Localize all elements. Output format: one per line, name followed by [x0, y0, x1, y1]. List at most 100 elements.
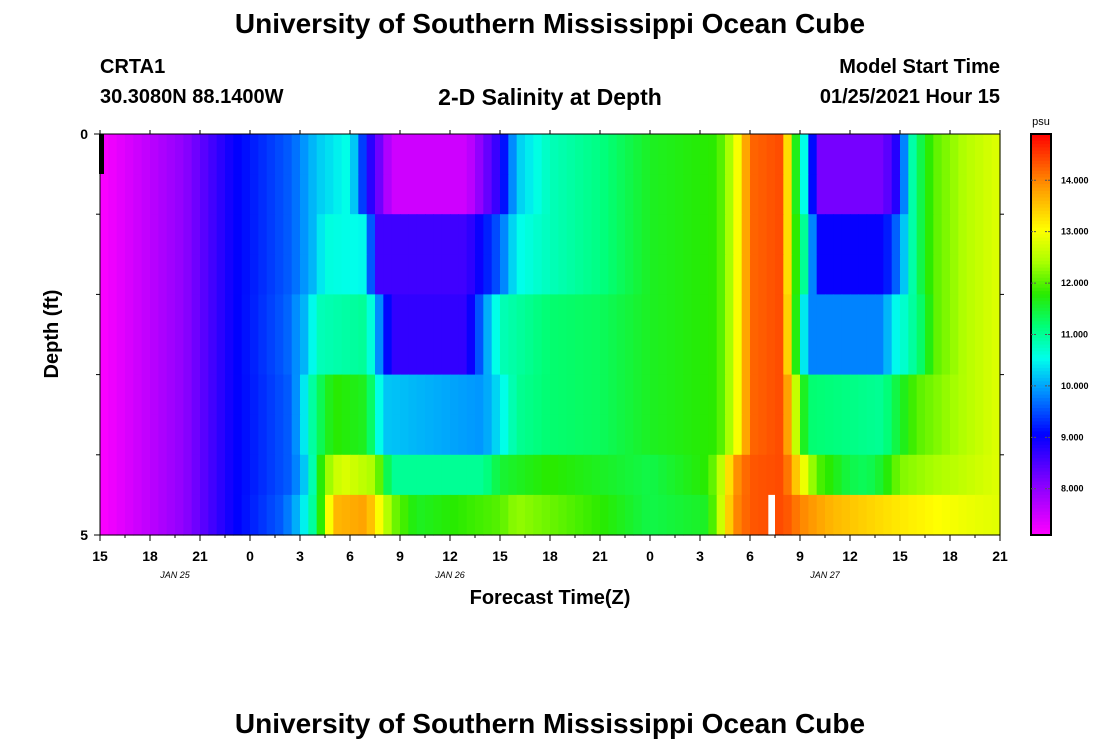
heatmap-cell: [350, 134, 359, 175]
heatmap-cell: [725, 174, 734, 215]
heatmap-cell: [375, 374, 384, 416]
heatmap-cell: [258, 254, 268, 295]
heatmap-cell: [875, 214, 884, 255]
x-tick-label: 0: [246, 548, 254, 564]
heatmap-cell: [125, 214, 134, 255]
heatmap-cell: [566, 294, 576, 336]
heatmap-cell: [266, 494, 276, 536]
heatmap-cell: [341, 294, 351, 336]
heatmap-cell: [500, 374, 509, 416]
heatmap-cell: [816, 214, 826, 255]
heatmap-cell: [658, 494, 668, 536]
heatmap-cell: [883, 494, 893, 536]
colorbar-swatch: [1031, 281, 1051, 285]
heatmap-cell: [100, 414, 109, 456]
heatmap-cell: [150, 494, 159, 536]
heatmap-cell: [350, 414, 359, 456]
heatmap-cell: [375, 294, 384, 336]
heatmap-cell: [700, 134, 709, 175]
heatmap-cell: [766, 334, 776, 376]
heatmap-cell: [566, 254, 576, 295]
heatmap-cell: [483, 334, 493, 376]
heatmap-cell: [366, 334, 376, 376]
heatmap-cell: [158, 134, 168, 175]
heatmap-cell: [116, 294, 126, 336]
heatmap-cell: [166, 294, 176, 336]
heatmap-cell: [458, 134, 468, 175]
heatmap-cell: [425, 214, 434, 255]
heatmap-cell: [583, 454, 593, 496]
heatmap-cell: [433, 454, 443, 496]
heatmap-cell: [458, 334, 468, 376]
colorbar-swatch: [1031, 468, 1051, 473]
heatmap-cell: [933, 334, 943, 376]
heatmap-cell: [200, 174, 209, 215]
heatmap-cell: [116, 414, 126, 456]
heatmap-cell: [100, 494, 109, 536]
colorbar-swatch: [1031, 474, 1051, 479]
heatmap-cell: [425, 334, 434, 376]
heatmap-cell: [508, 494, 518, 536]
x-tick-label: 21: [192, 548, 208, 564]
heatmap-cell: [975, 134, 984, 175]
heatmap-cell: [416, 174, 426, 215]
heatmap-cell: [158, 414, 168, 456]
heatmap-cell: [808, 254, 818, 295]
heatmap-cell: [275, 134, 284, 175]
heatmap-cell: [625, 254, 634, 295]
heatmap-cell: [966, 454, 976, 496]
heatmap-cell: [325, 214, 334, 255]
heatmap-cell: [666, 494, 676, 536]
heatmap-cell: [133, 494, 143, 536]
heatmap-cell: [466, 174, 476, 215]
colorbar-swatch: [1031, 381, 1051, 386]
heatmap-cell: [991, 174, 1001, 215]
heatmap-cell: [533, 374, 543, 416]
colorbar-swatch: [1031, 331, 1051, 336]
heatmap-cell: [833, 374, 843, 416]
heatmap-cell: [450, 174, 459, 215]
heatmap-cell: [775, 334, 784, 376]
heatmap-cell: [958, 134, 968, 175]
heatmap-cell: [583, 494, 593, 536]
heatmap-cell: [808, 334, 818, 376]
heatmap-cell: [208, 294, 218, 336]
heatmap-cell: [675, 134, 684, 175]
heatmap-cell: [391, 294, 401, 336]
heatmap-cell: [333, 374, 343, 416]
heatmap-cell: [475, 454, 484, 496]
heatmap-cell: [933, 214, 943, 255]
heatmap-cell: [991, 254, 1001, 295]
heatmap-cell: [408, 174, 418, 215]
heatmap-cell: [400, 294, 409, 336]
heatmap-cell: [650, 414, 659, 456]
y-tick-label: 5: [80, 527, 88, 543]
heatmap-cell: [600, 334, 609, 376]
heatmap-cell: [666, 414, 676, 456]
heatmap-cell: [308, 254, 318, 295]
heatmap-cell: [158, 214, 168, 255]
heatmap-cell: [900, 454, 909, 496]
heatmap-cell: [916, 214, 926, 255]
heatmap-cell: [966, 294, 976, 336]
heatmap-cell: [675, 454, 684, 496]
heatmap-cell: [341, 414, 351, 456]
colorbar-swatch: [1031, 351, 1051, 356]
heatmap-cell: [500, 294, 509, 336]
colorbar-swatch: [1031, 414, 1051, 419]
heatmap-cell: [908, 174, 918, 215]
heatmap-cell: [458, 414, 468, 456]
heatmap-cell: [491, 214, 501, 255]
heatmap-cell: [991, 134, 1001, 175]
colorbar-swatch: [1031, 361, 1051, 366]
colorbar-swatch: [1031, 508, 1051, 513]
heatmap-cell: [925, 214, 934, 255]
heatmap-cell: [758, 454, 768, 496]
heatmap-cell: [350, 254, 359, 295]
heatmap-cell: [700, 174, 709, 215]
heatmap-cell: [766, 134, 776, 175]
heatmap-cell: [333, 494, 343, 536]
heatmap-cell: [258, 134, 268, 175]
heatmap-cell: [733, 414, 743, 456]
heatmap-cell: [625, 494, 634, 536]
